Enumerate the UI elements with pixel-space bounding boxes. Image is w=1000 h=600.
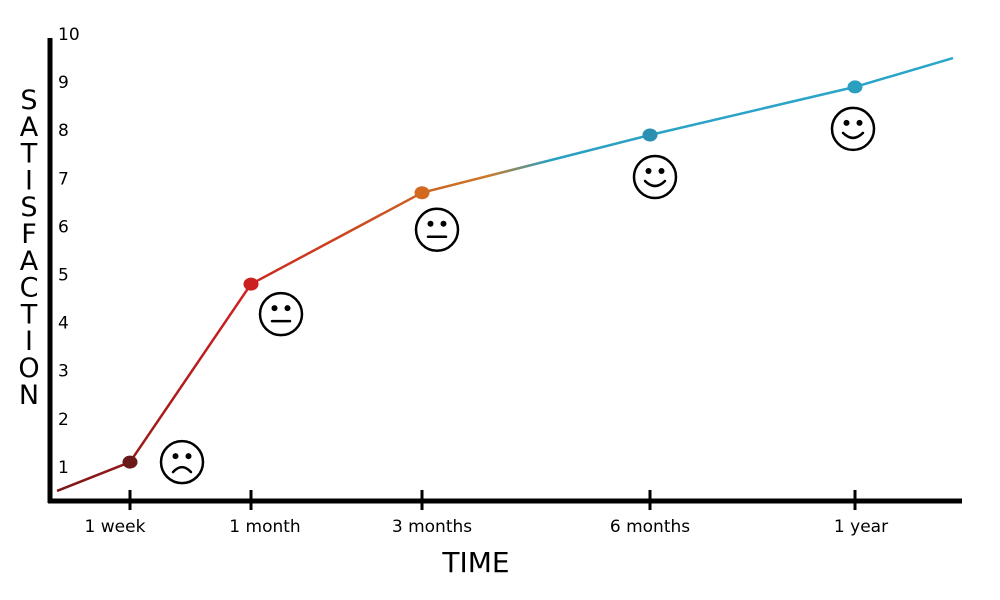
y-tick-label: 5 xyxy=(58,266,69,286)
x-ticks: 1 week 1 month 3 months 6 months 1 year xyxy=(85,490,888,537)
data-point xyxy=(122,455,138,469)
face-icons xyxy=(159,106,876,485)
neutral-face-icon xyxy=(258,291,304,337)
y-axis-title-letter: I xyxy=(25,165,33,196)
data-points xyxy=(122,80,863,469)
y-tick-label: 1 xyxy=(58,458,69,478)
axes xyxy=(47,38,962,504)
data-point xyxy=(847,80,863,94)
satisfaction-line xyxy=(56,56,954,493)
y-axis-title-letter: F xyxy=(21,219,37,250)
y-tick-label: 7 xyxy=(58,169,69,189)
neutral-face-icon xyxy=(414,207,460,252)
y-tick-label: 8 xyxy=(58,121,69,141)
x-axis-title: TIME xyxy=(441,546,509,579)
y-axis-title-letter: I xyxy=(25,326,33,357)
y-axis-title-letter: A xyxy=(20,112,39,143)
y-tick-label: 10 xyxy=(58,25,80,45)
y-tick-label: 6 xyxy=(58,217,69,237)
x-tick-label: 6 months xyxy=(610,517,690,537)
x-tick-label: 1 week xyxy=(85,517,146,537)
y-axis-title-letter: T xyxy=(20,139,38,170)
x-tick-label: 1 year xyxy=(834,517,888,537)
y-axis-title-letter: A xyxy=(20,246,39,277)
x-tick-label: 3 months xyxy=(392,517,472,537)
y-tick-label: 4 xyxy=(58,314,69,334)
smile-face-icon xyxy=(632,154,678,200)
y-ticks: 1 2 3 4 5 6 7 8 9 10 xyxy=(58,25,80,478)
y-axis-title-letter: S xyxy=(20,85,37,116)
x-tick-label: 1 month xyxy=(229,517,300,537)
y-tick-label: 9 xyxy=(58,73,69,93)
y-tick-label: 3 xyxy=(58,362,69,382)
y-axis-title-letter: O xyxy=(18,353,39,384)
y-axis-title-letter: C xyxy=(20,273,39,304)
y-axis-title-letter: S xyxy=(20,192,37,223)
y-axis-title-letter: N xyxy=(19,380,39,411)
y-axis-title-letter: T xyxy=(20,299,38,330)
data-point xyxy=(243,277,259,291)
y-tick-label: 2 xyxy=(58,410,69,430)
data-point xyxy=(414,186,430,200)
smile-face-icon xyxy=(830,106,876,152)
data-point xyxy=(642,128,658,142)
frown-face-icon xyxy=(159,439,205,485)
